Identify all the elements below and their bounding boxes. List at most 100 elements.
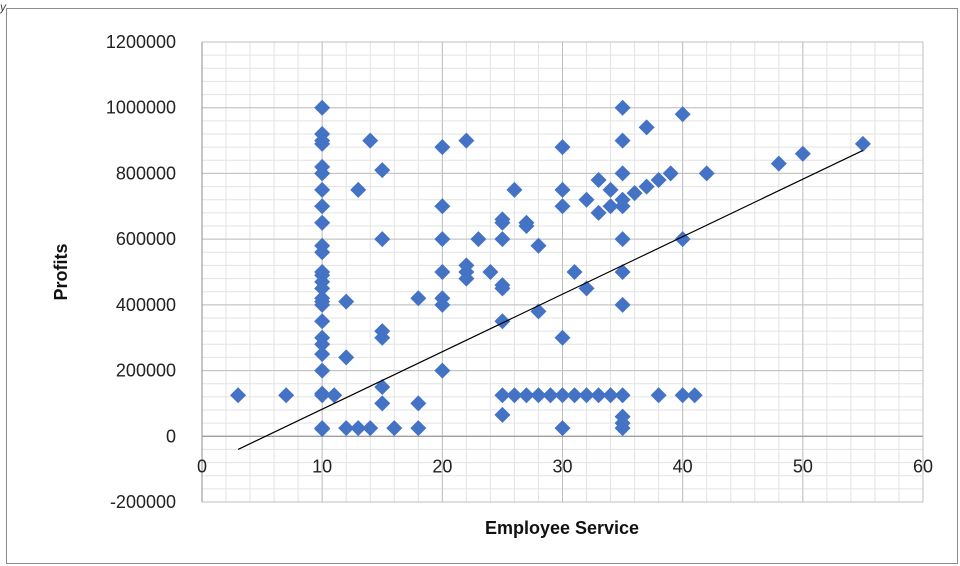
data-point	[458, 132, 475, 149]
data-point	[482, 264, 499, 280]
x-tick-label: 50	[793, 456, 813, 476]
trendline-group	[237, 149, 864, 450]
x-tick-label: 0	[197, 456, 207, 476]
data-point	[338, 293, 355, 310]
data-point	[494, 313, 511, 330]
data-point	[626, 185, 643, 202]
data-point	[434, 264, 451, 280]
data-point	[662, 165, 679, 182]
data-point	[614, 132, 631, 149]
x-tick-label: 20	[432, 456, 452, 476]
data-point	[650, 387, 667, 404]
data-point	[566, 387, 583, 404]
data-point	[278, 387, 295, 404]
data-point	[314, 387, 331, 404]
data-point	[554, 139, 571, 156]
data-point	[590, 204, 607, 221]
data-point	[470, 231, 487, 248]
data-point	[638, 119, 655, 136]
x-tick-label: 10	[312, 456, 332, 476]
y-tick-label: 1000000	[106, 98, 176, 118]
x-tick-labels: 0 10 20 30 40 50 60	[197, 456, 933, 476]
data-point	[554, 387, 571, 404]
data-point	[494, 214, 511, 231]
data-point	[794, 145, 811, 162]
data-point	[554, 420, 571, 437]
data-point	[314, 296, 331, 313]
data-point	[314, 244, 331, 261]
data-point	[410, 420, 427, 437]
data-point	[326, 387, 343, 404]
data-point	[362, 132, 379, 149]
y-tick-label: 1200000	[106, 32, 176, 52]
data-point	[614, 387, 631, 404]
y-axis-title: Profits	[51, 243, 71, 300]
data-point	[530, 387, 547, 404]
corner-text: y	[0, 0, 6, 14]
y-tick-label: 800000	[116, 163, 176, 183]
data-point	[590, 387, 607, 404]
data-point	[770, 155, 787, 172]
data-point	[362, 420, 379, 437]
data-point	[374, 379, 391, 395]
data-point	[578, 387, 595, 404]
data-point	[314, 346, 331, 363]
y-tick-label: 600000	[116, 229, 176, 249]
y-tick-label: -200000	[110, 492, 176, 512]
chart-frame	[6, 8, 958, 564]
data-point	[314, 214, 331, 231]
data-point	[614, 165, 631, 182]
data-point	[506, 181, 523, 198]
data-point	[410, 290, 427, 307]
data-point	[314, 135, 331, 152]
x-tick-label: 40	[673, 456, 693, 476]
data-point	[314, 280, 331, 297]
data-point	[602, 198, 619, 215]
data-point	[338, 349, 355, 366]
data-point	[602, 387, 619, 404]
data-point	[350, 181, 367, 198]
data-point	[698, 165, 715, 182]
data-point	[314, 165, 331, 182]
data-point	[614, 264, 631, 280]
data-point	[554, 181, 571, 198]
data-point	[494, 280, 511, 297]
data-point	[314, 99, 331, 116]
trendline	[237, 149, 864, 450]
data-point	[854, 135, 871, 152]
data-point	[614, 198, 631, 215]
data-point	[434, 362, 451, 379]
data-point	[554, 198, 571, 215]
data-point	[542, 387, 559, 404]
data-point	[590, 172, 607, 188]
data-point	[314, 198, 331, 215]
data-point	[374, 231, 391, 248]
data-point	[494, 406, 511, 423]
y-tick-labels: -200000 0 200000 400000 600000 800000 1000000 1…	[106, 32, 176, 512]
data-point	[602, 181, 619, 198]
x-tick-label: 60	[913, 456, 933, 476]
data-point	[506, 387, 523, 404]
data-point	[314, 362, 331, 379]
data-point	[650, 172, 667, 188]
y-tick-label: 0	[166, 426, 176, 446]
data-point	[554, 329, 571, 346]
data-point	[614, 99, 631, 116]
data-point	[314, 181, 331, 198]
data-point	[566, 264, 583, 280]
data-point	[638, 178, 655, 195]
data-point	[314, 421, 331, 438]
data-point	[518, 387, 535, 404]
data-point	[614, 296, 631, 313]
data-point	[674, 387, 691, 404]
data-point	[410, 395, 427, 412]
y-tick-label: 200000	[116, 361, 176, 381]
data-point	[674, 106, 691, 123]
data-point	[350, 420, 367, 437]
data-point	[578, 191, 595, 208]
x-axis-title: Employee Service	[485, 518, 639, 538]
data-point	[434, 231, 451, 248]
data-point	[434, 296, 451, 313]
data-point	[338, 420, 355, 437]
